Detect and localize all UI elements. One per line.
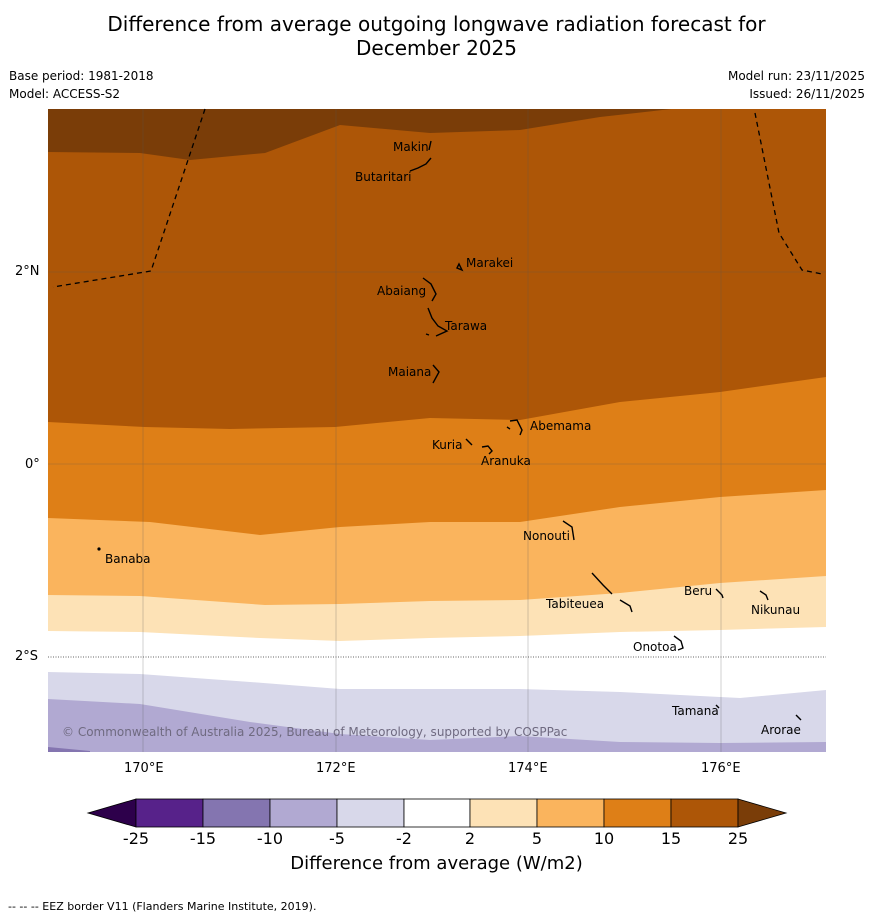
place-label: Arorae [761,723,801,737]
island-maiana [432,364,440,384]
place-label: Kuria [432,438,463,452]
island-tabiteuea [591,572,633,613]
place-label: Banaba [105,552,151,566]
eez-footnote: -- -- -- EEZ border V11 (Flanders Marine… [8,900,317,913]
place-label: Maiana [388,365,431,379]
place-label: Makin [393,140,429,154]
place-label: Aranuka [481,454,531,468]
island-onotoa [673,635,684,651]
issued-date: Issued: 26/11/2025 [749,87,865,101]
colorbar-seg-10-15 [603,798,672,828]
island-aranuka [481,445,493,455]
lon-tick: 172°E [316,761,356,776]
colorbar-arrow-high [737,798,788,828]
island-butaritari [409,157,432,172]
colorbar-tick: -10 [256,829,284,848]
title-line-2: December 2025 [356,36,517,60]
band-minus10-minus5 [48,699,826,752]
place-label: Marakei [466,256,513,270]
island-banaba [97,547,101,551]
eez-border-west [52,108,206,288]
island-abaiang [422,277,437,302]
lon-tick: 170°E [124,761,164,776]
colorbar-seg-minus15-minus10 [202,798,271,828]
graticule [48,109,826,752]
colorbar-label: Difference from average (W/m2) [290,853,583,874]
island-nonouti [562,520,575,541]
place-label: Beru [684,584,712,598]
colorbar-seg-5-10 [536,798,605,828]
colorbar-tick: 25 [727,829,749,848]
island-tamana [715,704,720,709]
model-name: Model: ACCESS-S2 [9,87,121,101]
lon-tick: 176°E [701,761,741,776]
island-kuria [465,438,473,446]
island-makin [428,140,432,151]
colorbar-tick: 15 [660,829,682,848]
place-label: Nikunau [751,603,800,617]
model-run: Model run: 23/11/2025 [727,69,865,83]
eez-border-east [754,112,823,275]
base-period: Base period: 1981-2018 [9,69,154,83]
lat-tick: 0° [25,457,40,472]
colorbar [86,798,788,828]
colorbar-seg-15-25 [670,798,739,828]
title-line-1: Difference from average outgoing longwav… [107,12,766,36]
place-labels: Makin Butaritari Marakei Abaiang Tarawa … [105,140,801,737]
place-label: Butaritari [355,170,412,184]
island-arorae [795,714,802,721]
lon-tick: 174°E [508,761,548,776]
contour-fills [48,109,826,752]
place-label: Abaiang [377,284,426,298]
island-beru [715,588,724,599]
colorbar-arrow-low [86,798,137,828]
island-marakei [456,262,464,272]
colorbar-tick: -5 [329,829,345,848]
colorbar-tick: 10 [593,829,615,848]
colorbar-seg-minus2-2 [403,798,471,828]
place-label: Nonouti [523,529,570,543]
island-tarawa [425,307,449,337]
lat-tick: 2°N [15,264,40,279]
islands [97,140,802,721]
place-label: Onotoa [633,640,677,654]
colorbar-tick: 5 [531,829,543,848]
colorbar-tick: 2 [464,829,476,848]
band-minus15-minus10 [48,747,90,752]
copyright-notice: © Commonwealth of Australia 2025, Bureau… [62,725,567,739]
place-label: Tamana [671,704,719,718]
lat-tick: 2°S [15,649,39,664]
colorbar-tick: -2 [396,829,412,848]
colorbar-tick: -15 [189,829,217,848]
place-label: Tabiteuea [545,597,604,611]
colorbar-seg-minus5-minus2 [336,798,405,828]
meta-right: Model run: 23/11/2025 Issued: 26/11/2025 [728,67,865,103]
meta-left: Base period: 1981-2018 Model: ACCESS-S2 [9,67,154,103]
island-abemama [506,419,523,436]
place-label: Tarawa [444,319,487,333]
colorbar-seg-2-5 [469,798,538,828]
colorbar-tick: -25 [122,829,150,848]
island-nikunau [759,590,769,601]
eez-borders [52,108,823,288]
chart-title: Difference from average outgoing longwav… [0,12,873,60]
place-label: Abemama [530,419,591,433]
colorbar-seg-minus10-minus5 [269,798,338,828]
colorbar-seg-minus25-minus15 [135,798,204,828]
